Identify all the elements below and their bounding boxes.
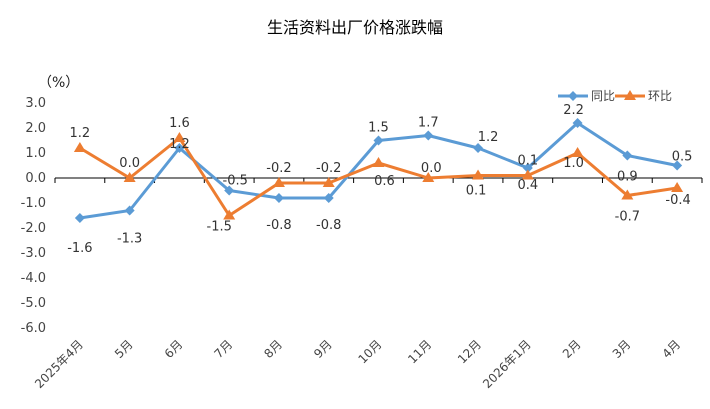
x-tick-label: 10月 — [355, 337, 384, 366]
x-tick-label: 2025年4月 — [32, 337, 86, 391]
x-tick-label: 7月 — [212, 337, 236, 361]
data-point-yoy — [622, 150, 633, 161]
data-label-yoy: 1.5 — [368, 121, 389, 136]
y-tick-label: -2.0 — [21, 221, 46, 236]
y-axis-unit: （%） — [38, 75, 80, 91]
data-label-mom: 0.6 — [374, 174, 395, 189]
data-point-yoy — [124, 205, 135, 216]
data-label-yoy: 1.2 — [169, 137, 190, 152]
x-tick-label: 12月 — [455, 337, 484, 366]
data-point-yoy — [273, 193, 284, 203]
data-point-mom — [123, 172, 136, 182]
legend-marker-yoy — [568, 91, 578, 101]
data-label-mom: 1.2 — [70, 126, 91, 141]
data-label-yoy: 0.4 — [517, 178, 538, 193]
data-point-mom — [571, 147, 584, 157]
data-label-mom: 0.1 — [466, 184, 487, 199]
y-tick-label: 2.0 — [25, 121, 46, 136]
data-label-yoy: 0.5 — [672, 150, 693, 165]
x-tick-label: 8月 — [261, 337, 285, 361]
chart-title: 生活资料出厂价格涨跌幅 — [266, 18, 443, 37]
data-point-yoy — [74, 213, 85, 223]
y-tick-label: -5.0 — [21, 296, 46, 311]
data-point-yoy — [423, 130, 434, 141]
data-point-yoy — [323, 193, 334, 203]
legend-label-yoy: 同比 — [591, 89, 615, 103]
data-label-yoy: 2.2 — [563, 103, 584, 118]
data-point-mom — [422, 172, 435, 182]
data-label-yoy: 1.7 — [418, 116, 439, 131]
data-label-mom: -0.2 — [316, 161, 341, 176]
data-label-yoy: 0.9 — [617, 170, 638, 185]
data-label-mom: -0.7 — [615, 210, 640, 225]
x-tick-label: 2月 — [560, 337, 584, 361]
data-point-mom — [521, 169, 534, 180]
data-point-yoy — [373, 135, 384, 146]
x-tick-label: 6月 — [162, 337, 186, 361]
data-point-yoy — [672, 160, 683, 171]
data-label-yoy: -0.8 — [316, 218, 341, 233]
y-tick-label: 0.0 — [25, 171, 46, 186]
data-point-mom — [272, 177, 285, 187]
data-point-mom — [173, 132, 186, 142]
data-label-yoy: 1.2 — [478, 130, 499, 145]
data-point-yoy — [572, 118, 583, 128]
data-label-yoy: -0.5 — [223, 174, 248, 189]
x-tick-label: 9月 — [311, 337, 335, 361]
data-label-mom: 1.0 — [563, 156, 584, 171]
y-tick-label: -3.0 — [21, 246, 46, 261]
y-tick-label: -6.0 — [21, 321, 46, 336]
legend-label-mom: 环比 — [648, 89, 672, 103]
data-label-yoy: -0.8 — [266, 218, 291, 233]
data-point-yoy — [174, 143, 185, 153]
y-tick-label: 3.0 — [25, 96, 46, 111]
data-point-mom — [671, 182, 684, 192]
x-tick-label: 5月 — [112, 337, 136, 361]
data-label-mom: -0.2 — [266, 161, 291, 176]
data-point-mom — [372, 157, 385, 167]
y-tick-label: -1.0 — [21, 196, 46, 211]
y-tick-label: -4.0 — [21, 271, 46, 286]
data-point-yoy — [224, 185, 235, 196]
data-label-yoy: -1.6 — [67, 241, 92, 256]
data-label-mom: 0.0 — [421, 161, 442, 176]
data-point-mom — [621, 189, 634, 200]
data-label-mom: 0.1 — [517, 154, 538, 169]
data-point-yoy — [473, 143, 484, 153]
x-tick-label: 4月 — [659, 337, 683, 361]
data-label-yoy: -1.3 — [117, 232, 142, 247]
data-label-mom: 1.6 — [169, 116, 190, 131]
x-tick-label: 2026年1月 — [480, 337, 534, 391]
legend-marker-mom — [624, 90, 636, 100]
x-tick-label: 11月 — [405, 337, 434, 366]
data-point-mom — [322, 177, 335, 187]
y-tick-label: 1.0 — [25, 146, 46, 161]
x-tick-label: 3月 — [610, 337, 634, 361]
data-label-mom: -0.4 — [665, 193, 690, 208]
data-label-mom: -1.5 — [207, 220, 232, 235]
data-label-mom: 0.0 — [119, 156, 140, 171]
data-point-mom — [73, 142, 86, 152]
data-point-mom — [223, 209, 236, 220]
data-point-yoy — [522, 163, 533, 173]
data-point-mom — [472, 169, 485, 180]
